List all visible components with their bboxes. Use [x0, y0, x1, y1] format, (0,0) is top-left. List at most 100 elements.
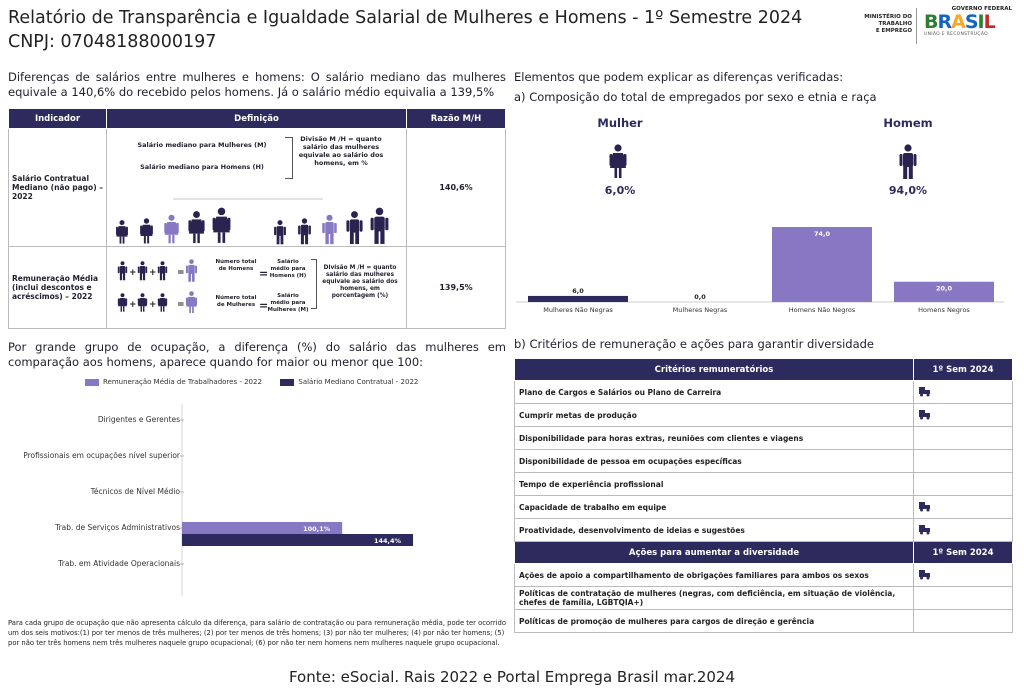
criterion-label: Políticas de contratação de mulheres (ne…	[514, 586, 914, 610]
bar-3	[894, 281, 994, 302]
ratio-average: 139,5%	[406, 246, 506, 329]
indicator-label: Salário Contratual Mediano (não pago) – …	[8, 128, 107, 247]
logos: MINISTÉRIO DO TRABALHO E EMPREGO GOVERNO…	[850, 6, 1020, 46]
legend-median: Salário Mediano Contratual - 2022	[298, 378, 419, 386]
criterion-label: Capacidade de trabalho em equipe	[514, 495, 914, 519]
criterion-status	[913, 472, 1013, 496]
criterion-label: Proatividade, desenvolvimento de ideias …	[514, 518, 914, 542]
occupation-text: Por grande grupo de ocupação, a diferenç…	[8, 340, 506, 369]
table-row: Disponibilidade para horas extras, reuni…	[514, 426, 1013, 450]
def-division-average: Divisão M /H = quanto salário das mulher…	[322, 265, 398, 299]
col-definition: Definição	[106, 108, 407, 129]
criterion-label: Disponibilidade de pessoa em ocupações e…	[514, 449, 914, 473]
woman-figure	[164, 214, 179, 244]
man-icon	[899, 144, 917, 179]
category-label: Mulheres Negras	[673, 306, 728, 314]
actions-header: Ações para aumentar a diversidade	[514, 541, 914, 564]
def-women-median: Salário mediano para Mulheres (M)	[137, 141, 267, 149]
logo-divider	[916, 8, 917, 44]
man-figure	[370, 207, 389, 244]
bar-0-3	[182, 522, 343, 534]
def-total-women: Número total de Mulheres	[215, 295, 257, 308]
man-figure	[117, 261, 128, 281]
criterion-status	[913, 518, 1013, 542]
legend-swatch-avg	[85, 378, 99, 386]
bar-2	[772, 227, 872, 302]
woman-figure	[140, 218, 153, 244]
bar-value-label: 144,4%	[374, 537, 402, 545]
category-label: Homens Não Negros	[789, 306, 856, 314]
report-title: Relatório de Transparência e Igualdade S…	[8, 8, 803, 28]
table-row: Plano de Cargos e Salários ou Plano de C…	[514, 380, 1013, 404]
table-row: Políticas de contratação de mulheres (ne…	[514, 586, 1013, 610]
criterion-status	[913, 403, 1013, 427]
plus-sign: +	[129, 268, 137, 278]
ministry-line-1: MINISTÉRIO DO	[864, 14, 912, 20]
ministry-line-2: TRABALHO	[878, 21, 912, 27]
category-label: Trab. de Serviços Administrativos	[55, 523, 180, 532]
period-header-2: 1º Sem 2024	[913, 541, 1013, 564]
category-label: Trab. em Atividade Operacionais	[58, 559, 180, 568]
people-median-illustration	[116, 198, 389, 245]
bracket	[311, 259, 317, 309]
equals-sign: =	[259, 299, 269, 312]
women-label: Mulher	[597, 116, 643, 130]
plus-sign: +	[129, 300, 137, 310]
source-text: Fonte: eSocial. Rais 2022 e Portal Empre…	[288, 668, 736, 686]
criterion-status	[913, 563, 1013, 587]
man-figure	[298, 218, 311, 245]
criterion-label: Cumprir metas de produção	[514, 403, 914, 427]
check-icon	[919, 570, 930, 580]
woman-icon	[609, 144, 627, 178]
table-row: Disponibilidade de pessoa em ocupações e…	[514, 449, 1013, 473]
category-label: Dirigentes e Gerentes	[97, 415, 180, 424]
woman-figure	[185, 291, 198, 314]
bar-value-label: 100,1%	[303, 525, 331, 533]
def-avg-men: Salário médio para Homens (H)	[269, 259, 307, 279]
bar-1-3	[182, 534, 414, 546]
report-title-block: Relatório de Transparência e Igualdade S…	[8, 6, 802, 54]
composition-subheading: a) Composição do total de empregados por…	[514, 90, 877, 104]
table-row: Capacidade de trabalho em equipe	[514, 495, 1013, 519]
table-row: Cumprir metas de produção	[514, 403, 1013, 427]
def-avg-women: Salário médio para Mulheres (M)	[267, 293, 309, 313]
man-figure	[899, 144, 917, 179]
check-icon	[919, 502, 930, 512]
man-figure	[274, 220, 286, 245]
criteria-heading: b) Critérios de remuneração e ações para…	[514, 337, 875, 351]
equals-sign: =	[177, 268, 185, 278]
check-icon	[919, 387, 930, 397]
indicator-label: Remuneração Média (inclui descontos e ac…	[8, 246, 107, 329]
indicator-table: Indicador Definição Razão M/H Salário Co…	[8, 108, 506, 329]
col-ratio: Razão M/H	[406, 108, 506, 129]
woman-figure	[609, 144, 627, 178]
criterion-status	[913, 449, 1013, 473]
intro-text: Diferenças de salários entre mulheres e …	[8, 70, 506, 99]
legend-swatch-median	[280, 378, 295, 386]
table-row: Ações de apoio a compartilhamento de obr…	[514, 563, 1013, 587]
man-figure	[322, 214, 337, 245]
criterion-status	[913, 495, 1013, 519]
men-label: Homem	[883, 116, 933, 130]
gov-sub-text: UNIÃO E RECONSTRUÇÃO	[924, 32, 988, 37]
men-pct: 94,0%	[888, 184, 928, 197]
gov-brasil-logo: GOVERNO FEDERAL BRASIL UNIÃO E RECONSTRU…	[924, 6, 1014, 46]
woman-figure	[212, 207, 231, 243]
def-division-median: Divisão M /H = quanto salário das mulher…	[298, 135, 384, 167]
criteria-header: Critérios remuneratórios	[514, 358, 914, 381]
equals-sign: =	[259, 267, 269, 280]
criterion-status	[913, 586, 1013, 610]
bracket	[285, 137, 293, 179]
category-label: Homens Negros	[918, 306, 970, 314]
plus-sign: +	[149, 300, 157, 310]
brasil-wordmark: BRASIL	[924, 11, 996, 33]
category-label: Mulheres Não Negras	[543, 306, 613, 314]
period-header: 1º Sem 2024	[913, 358, 1013, 381]
def-men-median: Salário mediano para Homens (H)	[140, 163, 264, 171]
table-row: Proatividade, desenvolvimento de ideias …	[514, 518, 1013, 542]
bar-value-label: 74,0	[814, 230, 831, 238]
check-icon	[919, 525, 930, 535]
criterion-label: Ações de apoio a compartilhamento de obr…	[514, 563, 914, 587]
category-label: Técnicos de Nível Médio	[90, 487, 180, 496]
woman-figure	[137, 293, 148, 312]
